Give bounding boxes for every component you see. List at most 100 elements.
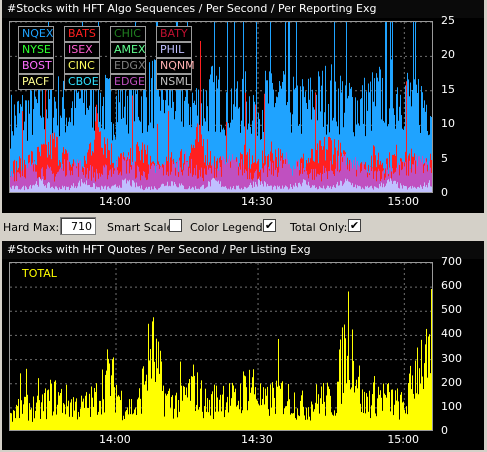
series-mark	[147, 145, 148, 192]
series-mark	[421, 162, 422, 192]
series-mark	[10, 187, 11, 192]
series-mark	[41, 402, 42, 430]
series-mark	[273, 89, 274, 192]
series-mark	[383, 183, 384, 192]
series-mark	[228, 188, 229, 192]
series-mark	[252, 187, 253, 192]
series-mark	[83, 174, 84, 192]
series-mark	[403, 185, 404, 192]
series-mark	[250, 182, 251, 192]
series-mark	[356, 124, 357, 192]
series-mark	[200, 40, 201, 192]
series-mark	[244, 173, 245, 192]
total-only-checkbox[interactable]: ✔	[348, 219, 361, 232]
series-mark	[195, 186, 196, 192]
series-mark	[327, 185, 328, 192]
series-mark	[318, 188, 319, 192]
series-mark	[217, 168, 218, 192]
series-mark	[328, 185, 329, 192]
series-mark	[269, 415, 270, 430]
series-mark	[381, 164, 382, 192]
series-mark	[155, 172, 156, 192]
series-mark	[130, 414, 131, 430]
series-mark	[372, 72, 373, 192]
series-mark	[65, 414, 66, 430]
series-mark	[208, 412, 209, 430]
series-mark	[178, 176, 179, 192]
series-mark	[18, 100, 19, 192]
series-mark	[13, 410, 14, 430]
smart-scale-checkbox[interactable]	[169, 219, 182, 232]
series-mark	[365, 169, 366, 192]
series-mark	[272, 82, 273, 192]
series-mark	[258, 159, 259, 192]
legend-entry-isex: ISEX	[64, 42, 100, 58]
series-mark	[255, 171, 256, 192]
series-mark	[178, 187, 179, 192]
series-mark	[287, 187, 288, 192]
series-mark	[58, 392, 59, 430]
series-mark	[66, 150, 67, 192]
series-mark	[165, 393, 166, 430]
series-mark	[29, 186, 30, 192]
series-mark	[407, 414, 408, 430]
series-mark	[27, 140, 28, 192]
series-mark	[261, 167, 262, 192]
series-mark	[290, 184, 291, 192]
series-mark	[311, 187, 312, 192]
series-mark	[14, 181, 15, 192]
series-mark	[116, 95, 117, 192]
legend-entry-bats: BATS	[64, 26, 100, 42]
series-mark	[57, 136, 58, 192]
series-mark	[168, 110, 169, 192]
series-mark	[305, 167, 306, 192]
series-mark	[112, 167, 113, 192]
series-mark	[416, 84, 417, 192]
series-mark	[221, 160, 222, 192]
series-mark	[396, 94, 397, 192]
series-mark	[92, 166, 93, 192]
series-mark	[291, 186, 292, 192]
series-mark	[398, 163, 399, 192]
series-mark	[341, 403, 342, 430]
series-mark	[416, 393, 417, 430]
series-mark	[313, 107, 314, 192]
series-mark	[10, 412, 11, 430]
color-legend-checkbox[interactable]: ✔	[263, 219, 276, 232]
series-mark	[285, 406, 286, 430]
series-mark	[405, 161, 406, 192]
series-mark	[166, 395, 167, 430]
series-mark	[287, 101, 288, 192]
series-mark	[412, 89, 413, 192]
series-mark	[233, 104, 234, 192]
series-mark	[258, 404, 259, 430]
series-mark	[189, 186, 190, 192]
series-mark	[289, 163, 290, 192]
series-mark	[153, 163, 154, 192]
series-mark	[386, 183, 387, 192]
series-mark	[61, 388, 62, 430]
series-mark	[217, 181, 218, 192]
series-mark	[143, 366, 144, 430]
series-mark	[175, 175, 176, 192]
series-mark	[111, 375, 112, 430]
series-mark	[399, 188, 400, 192]
series-mark	[362, 164, 363, 192]
hard-max-input[interactable]	[60, 217, 96, 235]
series-mark	[316, 176, 317, 192]
series-mark	[244, 375, 245, 430]
series-mark	[341, 181, 342, 192]
series-mark	[417, 187, 418, 192]
series-mark	[150, 189, 151, 192]
series-mark	[361, 171, 362, 192]
series-mark	[253, 181, 254, 192]
series-mark	[138, 186, 139, 192]
series-mark	[32, 421, 33, 430]
legend-entry-edgx: EDGX	[110, 58, 146, 74]
series-mark	[375, 106, 376, 192]
series-mark	[224, 417, 225, 430]
series-mark	[191, 376, 192, 430]
series-mark	[322, 188, 323, 192]
series-mark	[106, 370, 107, 430]
series-mark	[335, 187, 336, 192]
